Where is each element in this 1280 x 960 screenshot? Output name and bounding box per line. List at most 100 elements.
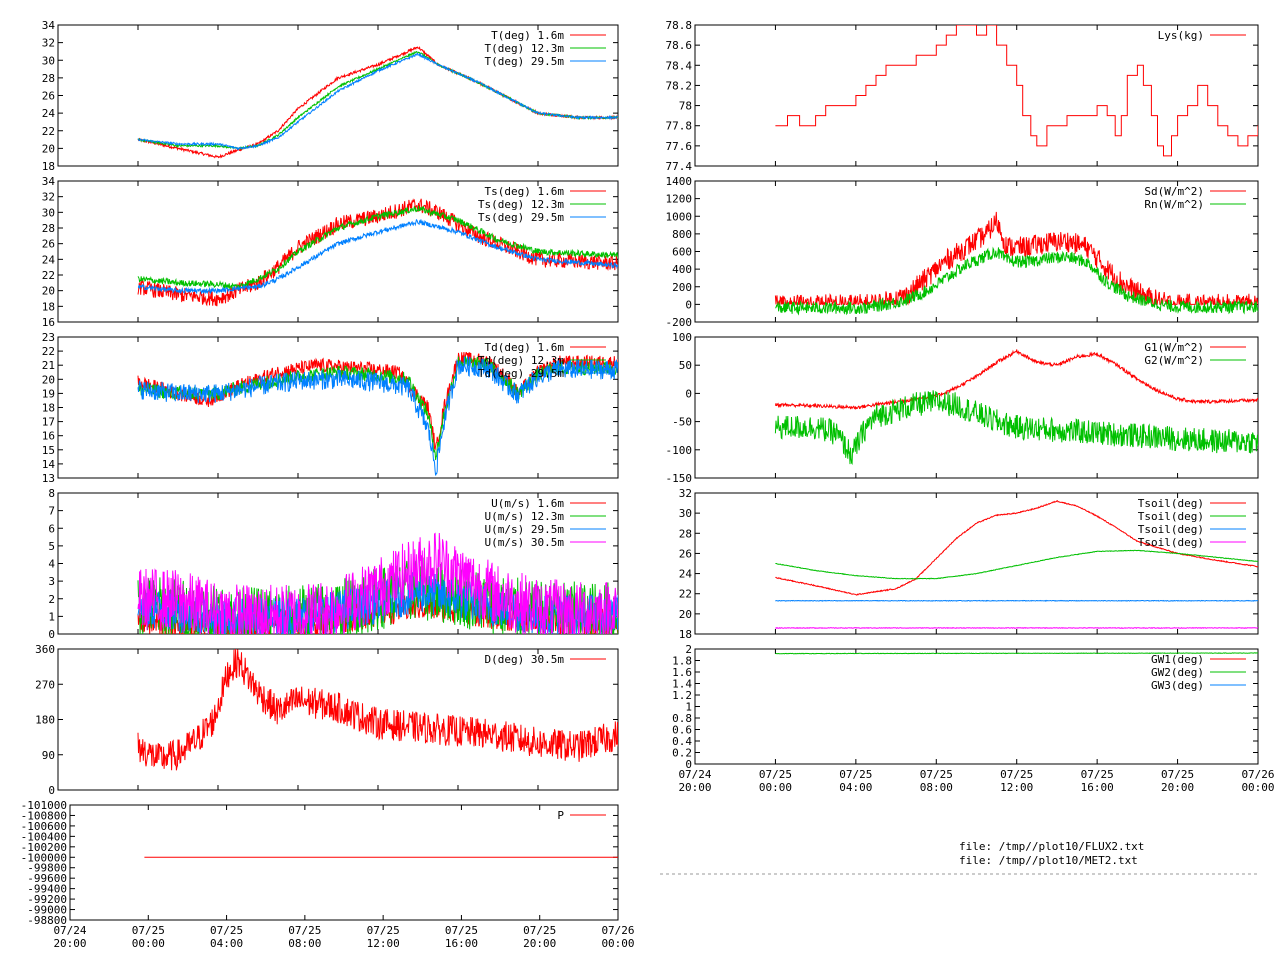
y-tick-label: 2 [48, 593, 55, 606]
y-tick-label: 30 [42, 54, 55, 67]
x-tick-label-date: 07/25 [839, 768, 872, 781]
y-tick-label: -100000 [21, 851, 67, 864]
series-line-2 [137, 52, 618, 151]
legend-label: Td(deg) 29.5m [478, 367, 564, 380]
y-tick-label: -100800 [21, 809, 67, 822]
x-tick-label-date: 07/25 [445, 924, 478, 937]
y-tick-label: 100 [672, 331, 692, 344]
y-tick-label: 360 [35, 643, 55, 656]
y-tick-label: 77.6 [666, 140, 693, 153]
legend-label: GW2(deg) [1151, 666, 1204, 679]
y-tick-label: 77.8 [666, 120, 693, 133]
x-tick-label-date: 07/25 [759, 768, 792, 781]
y-tick-label: 0 [685, 298, 692, 311]
legend-label: Ts(deg) 1.6m [485, 185, 565, 198]
y-tick-label: 23 [42, 331, 55, 344]
y-tick-label: 0 [48, 784, 55, 797]
y-tick-label: 34 [42, 175, 56, 188]
y-tick-label: 1.4 [672, 678, 692, 691]
y-tick-label: -101000 [21, 799, 67, 812]
chart-panel-6: 77.4 77.6 77.8 78 78.2 78.4 78.6 78.8 Lys(kg) [666, 19, 1259, 173]
y-tick-label: 28 [42, 72, 55, 85]
chart-panel-0: 18 20 22 24 26 28 30 32 34 T(deg) 1.6mT(deg) 12.3… [42, 19, 619, 173]
x-tick-label-time: 04:00 [839, 781, 872, 794]
y-tick-label: 1400 [666, 175, 693, 188]
x-tick-label-time: 00:00 [1241, 781, 1274, 794]
x-tick-label-date: 07/25 [1161, 768, 1194, 781]
series-line-2 [137, 218, 618, 295]
series-line-2 [137, 356, 618, 476]
y-tick-label: 0.6 [672, 724, 692, 737]
y-tick-label: 20 [42, 142, 55, 155]
series-line-1 [137, 205, 618, 290]
y-tick-label: 26 [42, 90, 55, 103]
legend-label: P [557, 809, 564, 822]
y-tick-label: 24 [679, 568, 693, 581]
x-tick-label-date: 07/26 [1241, 768, 1274, 781]
y-tick-label: 21 [42, 359, 55, 372]
legend-label: T(deg) 12.3m [485, 42, 565, 55]
x-tick-label-time: 00:00 [759, 781, 792, 794]
y-tick-label: 13 [42, 472, 55, 485]
separator-line [660, 873, 1260, 875]
x-tick-label-date: 07/25 [210, 924, 243, 937]
y-tick-label: 18 [42, 402, 55, 415]
y-tick-label: 26 [42, 238, 55, 251]
legend-label: T(deg) 1.6m [491, 29, 564, 42]
x-tick-label-time: 00:00 [601, 937, 634, 950]
y-tick-label: 0.4 [672, 735, 692, 748]
y-tick-label: 16 [42, 316, 55, 329]
x-tick-label-time: 08:00 [920, 781, 953, 794]
x-tick-label-time: 04:00 [210, 937, 243, 950]
y-tick-label: 19 [42, 387, 55, 400]
file-path-flux: file: /tmp//plot10/FLUX2.txt [959, 840, 1145, 853]
y-tick-label: 1.6 [672, 666, 692, 679]
x-tick-label-time: 20:00 [53, 937, 86, 950]
y-tick-label: 1000 [666, 210, 693, 223]
x-tick-label-date: 07/25 [288, 924, 321, 937]
x-tick-label-time: 00:00 [132, 937, 165, 950]
y-tick-label: 78.8 [666, 19, 693, 32]
y-tick-label: 22 [679, 588, 692, 601]
series-line-1 [775, 652, 1258, 655]
y-tick-label: 14 [42, 458, 56, 471]
series-line-0 [774, 349, 1258, 410]
x-tick-label-date: 07/25 [132, 924, 165, 937]
legend-label: U(m/s) 29.5m [485, 523, 565, 536]
y-tick-label: 24 [42, 253, 56, 266]
y-tick-label: 34 [42, 19, 56, 32]
x-tick-label-date: 07/25 [1000, 768, 1033, 781]
legend-label: Ts(deg) 29.5m [478, 211, 564, 224]
x-tick-label-date: 07/25 [367, 924, 400, 937]
plot-frame [694, 492, 1259, 635]
legend-label: U(m/s) 12.3m [485, 510, 565, 523]
x-tick-label-date: 07/25 [1081, 768, 1114, 781]
y-tick-label: 22 [42, 269, 55, 282]
y-tick-label: 20 [42, 285, 55, 298]
y-tick-label: 17 [42, 416, 55, 429]
plot-frame [694, 24, 1259, 167]
y-tick-label: 2 [685, 643, 692, 656]
x-tick-label-time: 16:00 [1081, 781, 1114, 794]
y-tick-label: 7 [48, 505, 55, 518]
file-path-met: file: /tmp//plot10/MET2.txt [959, 854, 1138, 867]
y-tick-label: 270 [35, 678, 55, 691]
y-tick-label: -100600 [21, 820, 67, 833]
y-tick-label: 24 [42, 107, 56, 120]
y-tick-label: -99400 [27, 883, 67, 896]
y-tick-label: 18 [42, 300, 55, 313]
chart-panel-4: 0 90 180 270 360 D(deg) 30.5m [35, 643, 619, 797]
legend-label: D(deg) 30.5m [485, 653, 565, 666]
legend-label: Tsoil(deg) [1138, 497, 1204, 510]
x-tick-label-date: 07/25 [523, 924, 556, 937]
x-tick-label-date: 07/24 [53, 924, 86, 937]
y-tick-label: 32 [679, 487, 692, 500]
y-tick-label: 16 [42, 430, 55, 443]
y-tick-label: 78.4 [666, 59, 693, 72]
y-tick-label: -150 [666, 472, 693, 485]
y-tick-label: 77.4 [666, 160, 693, 173]
x-tick-label-time: 20:00 [523, 937, 556, 950]
y-tick-label: 22 [42, 125, 55, 138]
x-tick-label-time: 16:00 [445, 937, 478, 950]
